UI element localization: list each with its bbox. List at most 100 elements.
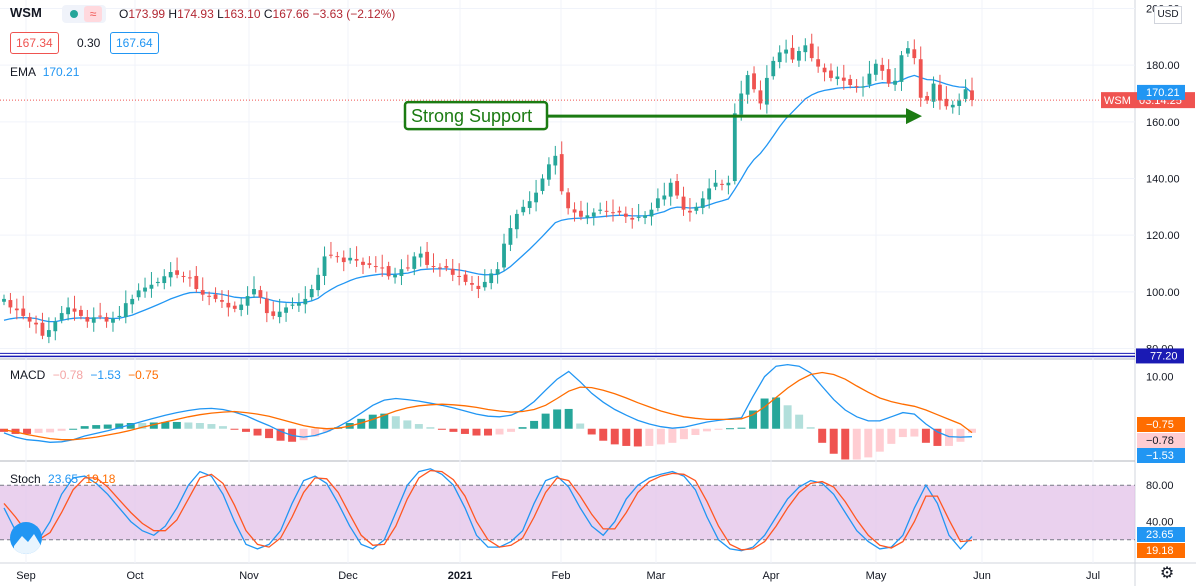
- candle-body: [53, 321, 58, 332]
- macd-histogram-bar: [322, 428, 331, 432]
- macd-histogram-bar: [553, 409, 562, 429]
- macd-histogram-bar: [92, 425, 101, 429]
- macd-histogram-bar: [414, 424, 423, 429]
- candle-body: [752, 73, 756, 90]
- candle-body: [745, 75, 750, 95]
- candle-body: [764, 77, 769, 105]
- annotation-arrowhead: [906, 108, 922, 125]
- candle-body: [713, 182, 718, 187]
- x-tick-label-dec: Dec: [338, 570, 358, 582]
- strong-support-annotation[interactable]: Strong Support: [403, 100, 922, 131]
- stoch-y-tick-40: 40.00: [1146, 517, 1174, 529]
- candle-body: [226, 302, 231, 308]
- macd-histogram-bar: [426, 427, 435, 429]
- symbol-name[interactable]: WSM: [10, 5, 42, 20]
- macd-histogram-bar: [172, 421, 181, 429]
- candle-body: [431, 266, 436, 268]
- candle-body: [893, 80, 897, 85]
- x-tick-label-sep: Sep: [16, 570, 36, 582]
- logo-mountain-icon: [14, 534, 40, 554]
- candle-body: [566, 192, 571, 209]
- stoch-d-tag: [1137, 543, 1185, 558]
- candle-body: [482, 281, 487, 288]
- candle-body: [675, 181, 680, 196]
- macd-histogram-bar: [818, 428, 827, 443]
- candle-body: [720, 183, 724, 185]
- candle-body: [438, 267, 442, 269]
- candle-body: [258, 290, 263, 298]
- candle-body: [155, 281, 160, 284]
- candle-body: [835, 76, 840, 80]
- candle-body: [123, 303, 128, 318]
- candle-body: [136, 290, 141, 298]
- macd-histogram-bar: [184, 422, 193, 429]
- last-price-symbol: WSM: [1104, 95, 1131, 107]
- candle-body: [886, 69, 891, 84]
- stoch-k-value: 23.65: [48, 472, 79, 486]
- candle-body: [418, 253, 423, 258]
- candle-body: [14, 308, 19, 311]
- candle-body: [809, 43, 814, 59]
- candle-body: [79, 309, 83, 316]
- candle-body: [681, 196, 686, 210]
- legend-toggle[interactable]: ≈: [62, 5, 106, 23]
- candlestick-series: [2, 33, 974, 344]
- macd-line: [3, 363, 973, 443]
- stoch-title: Stoch: [10, 472, 41, 486]
- candle-body: [848, 79, 853, 85]
- hline-price-tag-text: 77.20: [1150, 350, 1178, 362]
- low-label: L: [217, 7, 224, 21]
- macd-histogram-bar: [829, 428, 838, 454]
- macd-histogram-bar: [749, 410, 758, 429]
- macd-histogram-bar: [645, 428, 654, 446]
- buy-price-button[interactable]: 167.64: [110, 32, 159, 54]
- candle-body: [707, 188, 712, 200]
- ema-price-tag: [1137, 84, 1185, 100]
- macd-histogram-bar: [576, 423, 585, 429]
- candle-body: [970, 90, 974, 101]
- candle-body: [271, 311, 276, 316]
- x-tick-label-jul: Jul: [1086, 570, 1100, 582]
- currency-label[interactable]: USD: [1154, 6, 1182, 24]
- ema-label: EMA: [10, 65, 36, 79]
- macd-hist-tag: [1137, 433, 1185, 448]
- x-tick-label-2021: 2021: [448, 570, 472, 582]
- candle-body: [508, 228, 513, 245]
- x-tick-label-jun: Jun: [973, 570, 991, 582]
- candle-body: [944, 98, 949, 107]
- annotation-box: [403, 100, 549, 131]
- candle-body: [617, 210, 622, 213]
- candle-body: [329, 254, 333, 256]
- macd-title: MACD: [10, 368, 46, 382]
- candle-body: [463, 274, 468, 282]
- stoch-k-tag: [1137, 527, 1185, 542]
- logo-icon[interactable]: [10, 522, 42, 554]
- macd-histogram-bar: [518, 427, 527, 429]
- macd-histogram-bar: [460, 428, 469, 434]
- sell-price-button[interactable]: 167.34: [10, 32, 59, 54]
- x-tick-label-apr: Apr: [762, 570, 779, 582]
- candle-body: [899, 55, 904, 82]
- approx-icon[interactable]: ≈: [84, 6, 102, 22]
- macd-histogram-bar: [691, 428, 700, 435]
- macd-histogram-bar: [841, 428, 850, 460]
- candle-body: [46, 330, 51, 337]
- macd-histogram-bar: [714, 428, 723, 430]
- macd-histogram-bar: [968, 428, 976, 433]
- macd-histogram-bar: [357, 418, 366, 429]
- y-tick-label-140: 140.00: [1146, 174, 1180, 186]
- candle-body: [957, 100, 962, 106]
- macd-legend[interactable]: MACD −0.78 −1.53 −0.75: [10, 368, 159, 382]
- close-label: C: [263, 7, 273, 21]
- macd-histogram-bar: [737, 427, 746, 429]
- macd-histogram-bar: [795, 414, 804, 429]
- candle-body: [232, 305, 237, 309]
- settings-gear-icon[interactable]: ⚙: [1159, 565, 1175, 582]
- macd-histogram-bar: [599, 428, 608, 441]
- candle-body: [668, 182, 673, 197]
- candle-body: [220, 300, 224, 302]
- stoch-d-line: [3, 469, 973, 551]
- stoch-legend[interactable]: Stoch 23.65 19.18: [10, 472, 115, 486]
- ema-legend[interactable]: EMA 170.21: [10, 65, 79, 79]
